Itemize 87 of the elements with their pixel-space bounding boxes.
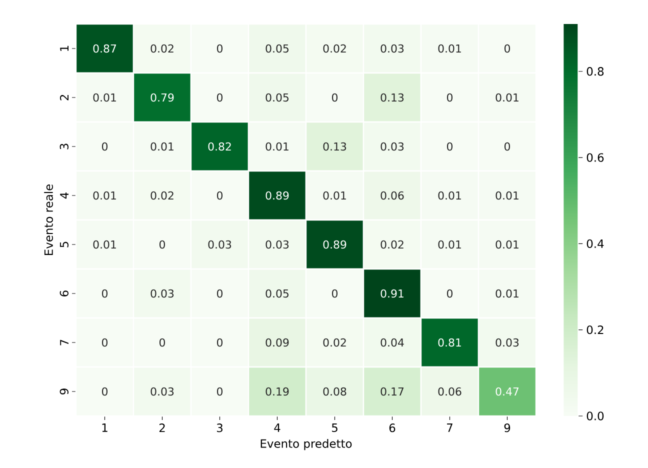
y-tick-label: 7: [60, 340, 68, 346]
color-bar-label: 0.4: [586, 239, 604, 248]
data-label: 0.01: [93, 93, 116, 102]
data-label: 0: [159, 240, 165, 249]
data-label: 0: [446, 142, 452, 151]
y-axis-title: Evento reale: [44, 184, 53, 255]
data-label: 0: [216, 289, 222, 298]
data-label: 0.03: [150, 387, 174, 396]
data-label: 0: [216, 93, 222, 102]
x-axis-title: Evento predetto: [260, 439, 352, 450]
data-label: 0.91: [380, 289, 404, 298]
y-tick-label: 3: [60, 144, 68, 150]
data-label: 0.03: [380, 142, 404, 151]
data-label: 0: [102, 289, 108, 298]
data-label: 0.01: [93, 240, 116, 249]
data-label: 0.13: [323, 142, 346, 151]
y-tick-label: 5: [60, 242, 68, 248]
data-label: 0: [216, 191, 222, 200]
data-label: 0.01: [93, 191, 116, 200]
x-tick-label: 4: [274, 424, 280, 432]
y-tick-label: 4: [60, 192, 68, 199]
x-tick-label: 3: [216, 424, 222, 432]
data-label: 0.13: [380, 93, 404, 102]
color-bar-label: 0.0: [586, 412, 604, 420]
data-label: 0: [216, 44, 222, 53]
data-label: 0.01: [438, 240, 461, 249]
data-label: 0: [159, 338, 165, 347]
x-tick-label: 9: [504, 424, 510, 432]
y-tick-label: 9: [60, 388, 68, 394]
data-label: 0.01: [323, 191, 346, 200]
data-label: 0.87: [93, 44, 116, 53]
color-bar-label: 0.6: [586, 153, 604, 162]
data-label: 0.82: [208, 142, 231, 151]
data-label: 0.05: [266, 289, 288, 298]
data-label: 0.03: [496, 338, 519, 347]
data-label: 0.03: [208, 240, 232, 249]
data-label: 0.47: [496, 387, 519, 396]
data-label: 0.01: [150, 142, 174, 151]
data-label: 0.01: [438, 191, 461, 200]
data-label: 0.02: [380, 240, 404, 249]
data-label: 0: [102, 338, 108, 347]
data-label: 0: [504, 44, 510, 53]
data-label: 0: [446, 289, 452, 298]
data-label: 0.06: [380, 191, 404, 200]
data-label: 0: [216, 338, 222, 347]
y-tick-label: 6: [60, 290, 68, 296]
data-label: 0.05: [266, 93, 288, 102]
data-label: 0.19: [266, 387, 289, 396]
x-tick-label: 2: [159, 424, 165, 432]
color-bar-label: 0.2: [586, 326, 604, 334]
data-label: 0.06: [438, 387, 462, 396]
data-label: 0.89: [266, 191, 289, 200]
data-label: 0.03: [380, 44, 404, 53]
data-label: 0: [332, 289, 338, 298]
data-label: 0.81: [438, 338, 461, 347]
data-label: 0.17: [380, 387, 404, 396]
data-label: 0.04: [380, 338, 404, 347]
data-label: 0: [446, 93, 452, 102]
x-tick-label: 6: [389, 424, 396, 432]
data-label: 0: [102, 142, 108, 151]
color-bar-label: 0.8: [586, 67, 604, 76]
data-label: 0.01: [496, 93, 518, 102]
data-label: 0: [332, 93, 338, 102]
y-tick-label: 2: [60, 95, 68, 100]
y-tick-label: 1: [60, 46, 68, 51]
data-label: 0.02: [150, 191, 174, 200]
data-label: 0.89: [323, 240, 346, 249]
data-label: 0.01: [438, 44, 461, 53]
data-label: 0.02: [150, 44, 174, 53]
data-label: 0: [216, 387, 222, 396]
data-label: 0.01: [496, 240, 518, 249]
data-label: 0.79: [150, 93, 174, 102]
data-label: 0.03: [150, 289, 174, 298]
data-label: 0.02: [323, 44, 346, 53]
data-label: 0: [504, 142, 510, 151]
data-label: 0.02: [323, 338, 346, 347]
data-label: 0.01: [266, 142, 288, 151]
data-label: 0.03: [266, 240, 289, 249]
data-label: 0: [102, 387, 108, 396]
data-label: 0.09: [266, 338, 289, 347]
data-label: 0.01: [496, 191, 518, 200]
data-label: 0.08: [323, 387, 346, 396]
data-label: 0.01: [496, 289, 518, 298]
x-tick-label: 1: [102, 424, 108, 432]
x-tick-label: 5: [332, 424, 338, 432]
data-label: 0.05: [266, 44, 288, 53]
x-tick-label: 7: [447, 424, 452, 432]
